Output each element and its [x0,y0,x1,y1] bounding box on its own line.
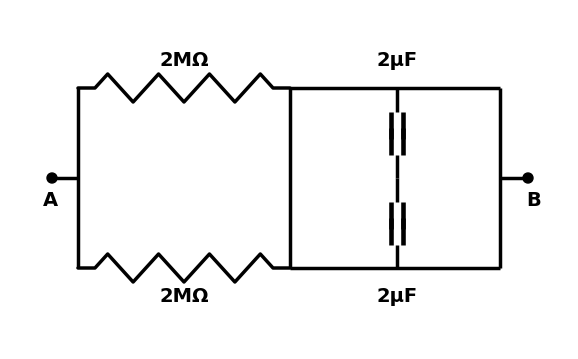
Circle shape [47,173,57,183]
Text: 2MΩ: 2MΩ [160,286,209,306]
Circle shape [523,173,533,183]
Text: B: B [527,191,542,210]
Text: 2MΩ: 2MΩ [160,51,209,70]
Text: 2μF: 2μF [376,51,417,70]
Text: 2μF: 2μF [376,286,417,306]
Text: A: A [42,191,58,210]
